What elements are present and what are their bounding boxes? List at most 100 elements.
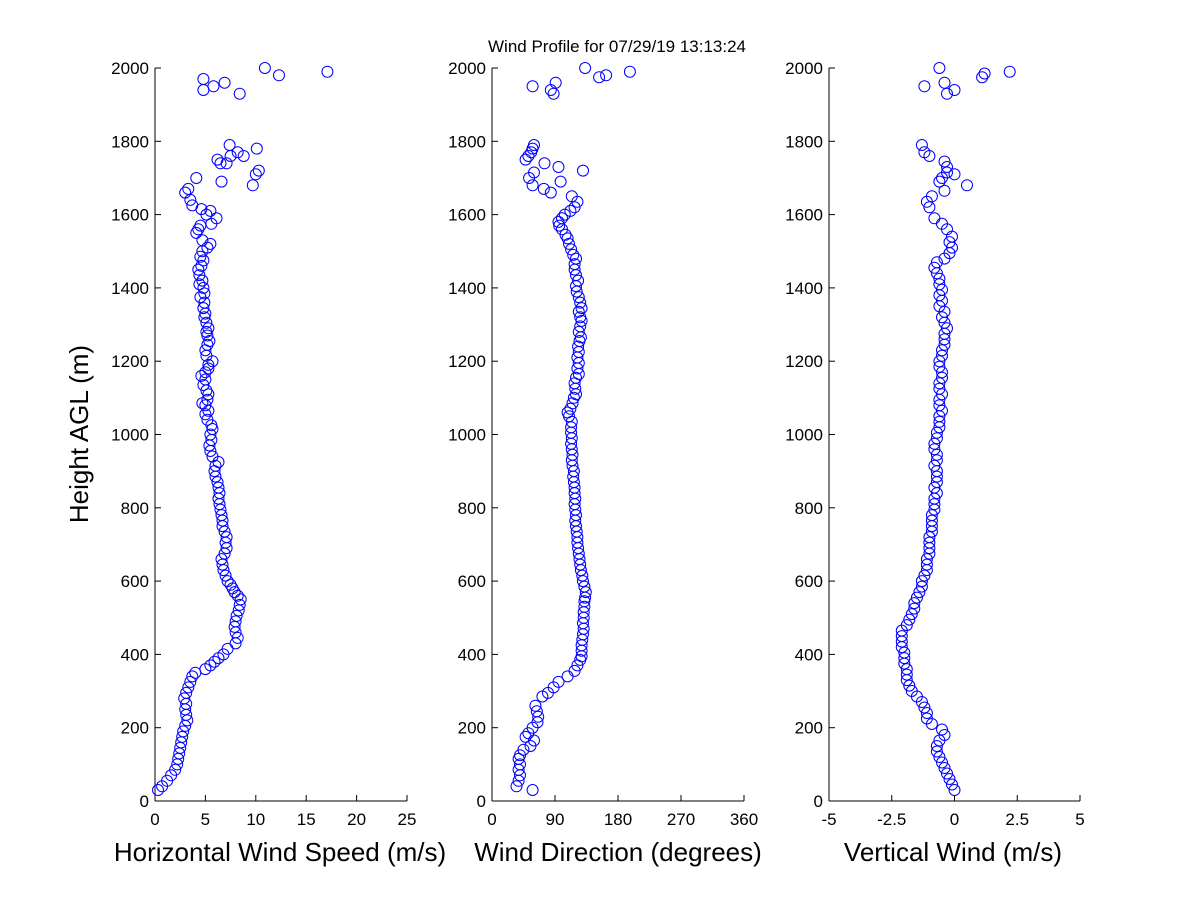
y-tick-label: 1000 [111, 426, 149, 445]
data-point [530, 705, 543, 718]
data-point [180, 686, 193, 699]
data-point [182, 681, 195, 694]
data-point [179, 186, 192, 199]
data-point [936, 371, 948, 384]
y-tick-label: 1400 [111, 279, 149, 298]
data-point [186, 670, 199, 683]
data-point [578, 600, 591, 613]
data-point [905, 685, 918, 697]
data-point [908, 602, 921, 615]
data-point [561, 406, 574, 419]
data-point [898, 652, 911, 665]
data-point [218, 76, 231, 89]
data-point [231, 146, 244, 159]
x-tick-label: 0 [487, 810, 496, 829]
data-point [948, 168, 961, 181]
data-point [510, 780, 523, 793]
data-point [177, 725, 190, 738]
data-point [229, 615, 242, 628]
x-tick-label: 2.5 [1005, 810, 1029, 829]
x-tick-label: 0 [150, 810, 159, 829]
panel-1: 0 200 400 600 800 1000 1200 1400 1600 1800 2000 0 5 1… [111, 59, 446, 867]
y-tick-label: 1800 [111, 132, 149, 151]
y-tick-label: 600 [795, 572, 823, 591]
data-point [572, 305, 585, 318]
x-tick-label: 180 [604, 810, 632, 829]
data-point [204, 659, 217, 672]
data-point [197, 379, 210, 391]
data-point [600, 69, 613, 82]
data-point [938, 333, 951, 346]
y-tick-label: 400 [121, 645, 149, 664]
data-point [933, 382, 946, 395]
data-point [556, 212, 568, 225]
data-point [933, 355, 946, 368]
data-point [925, 509, 938, 522]
data-point [211, 476, 224, 489]
data-point [233, 598, 246, 611]
data-point [197, 302, 210, 315]
data-point [204, 237, 217, 250]
x-tick-label: 5 [1075, 810, 1084, 829]
data-point [1003, 65, 1016, 78]
data-point [552, 161, 565, 173]
data-point [249, 168, 262, 181]
data-point [214, 157, 227, 170]
data-point [948, 784, 961, 796]
data-point [903, 613, 916, 626]
data-point [221, 642, 234, 655]
data-point [933, 272, 946, 285]
data-point [234, 593, 247, 606]
data-point [941, 161, 953, 173]
y-tick-label: 1400 [785, 279, 823, 298]
y-tick-label: 200 [121, 719, 149, 738]
data-point [943, 236, 956, 249]
data-point [578, 595, 591, 608]
data-point [938, 762, 951, 774]
panel-3: 0 200 400 600 800 1000 1200 1400 1600 1800 2000 -5 -… [785, 59, 1085, 867]
data-point [930, 745, 943, 758]
data-point [933, 751, 946, 763]
y-tick-label: 1800 [448, 132, 486, 151]
y-tick-label: 2000 [111, 59, 149, 78]
data-point [195, 259, 208, 272]
y-tick-label: 600 [121, 572, 149, 591]
data-point [928, 481, 941, 494]
data-point [943, 773, 956, 785]
data-point [197, 73, 210, 85]
x-tick-label: 270 [667, 810, 695, 829]
data-point [203, 335, 216, 347]
data-point [201, 393, 214, 406]
data-point [978, 67, 991, 80]
data-point [182, 182, 195, 195]
data-point [197, 281, 210, 294]
data-point [209, 459, 222, 472]
y-tick-label: 600 [458, 572, 486, 591]
data-point [961, 179, 973, 192]
data-point [201, 413, 214, 426]
data-point [192, 263, 205, 276]
data-point [519, 730, 532, 743]
data-point [231, 631, 244, 644]
y-tick-label: 400 [795, 645, 823, 664]
data-point [930, 740, 943, 752]
data-point [202, 322, 215, 335]
y-tick-label: 0 [814, 792, 823, 811]
y-tick-label: 1000 [785, 426, 823, 445]
data-point [528, 139, 540, 151]
data-point [575, 302, 588, 315]
data-point [212, 481, 225, 494]
data-point [923, 536, 936, 549]
data-point [623, 65, 636, 78]
y-tick-label: 800 [795, 499, 823, 518]
data-point [223, 139, 236, 151]
data-point [933, 62, 946, 74]
data-point [933, 415, 946, 428]
data-point [918, 146, 931, 159]
data-point [233, 87, 246, 100]
x-tick-label: 15 [297, 810, 316, 829]
data-point [553, 219, 566, 232]
data-point [938, 184, 951, 197]
data-point [915, 575, 928, 588]
